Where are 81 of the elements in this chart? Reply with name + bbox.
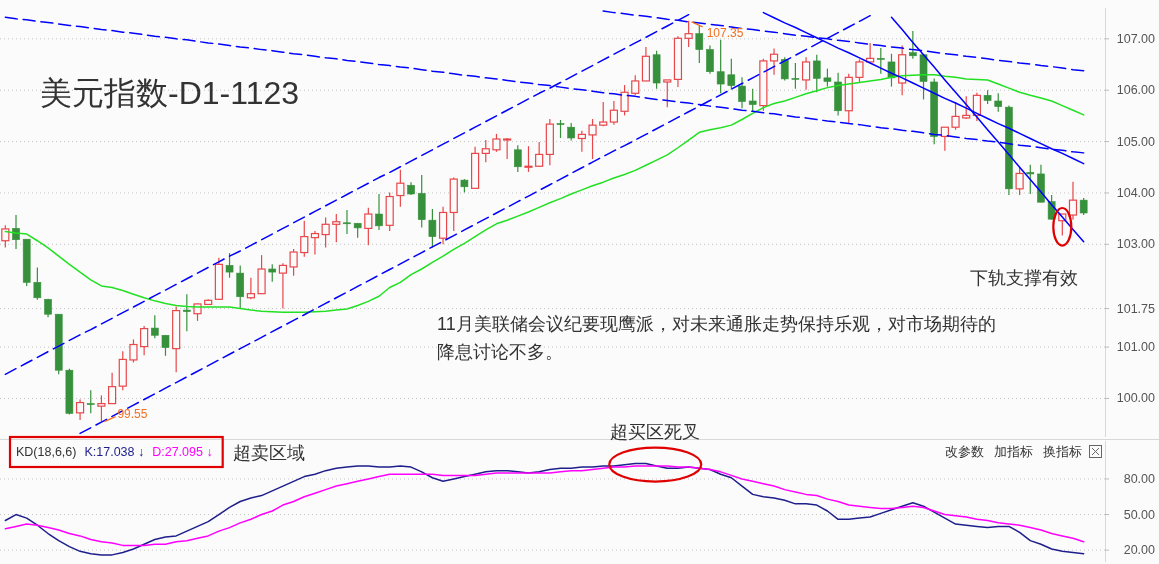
candlestick bbox=[236, 264, 245, 310]
y-tick-label: 101.75 bbox=[1116, 301, 1156, 316]
candlestick bbox=[620, 84, 629, 116]
candlestick bbox=[129, 338, 138, 364]
candlestick bbox=[577, 130, 586, 153]
candlestick bbox=[1015, 166, 1024, 196]
candlestick bbox=[855, 58, 864, 83]
candlestick bbox=[695, 24, 704, 64]
candlestick bbox=[310, 230, 320, 256]
candlestick bbox=[738, 76, 746, 109]
candlestick bbox=[332, 213, 341, 243]
annotation: 下轨支撑有效 bbox=[970, 267, 1079, 288]
candlestick bbox=[909, 30, 917, 60]
text: K:17.038 ↓ bbox=[84, 445, 145, 459]
y-tick-label: 80.00 bbox=[1123, 471, 1156, 486]
candlestick bbox=[684, 20, 693, 48]
candlestick bbox=[246, 277, 255, 300]
candlestick bbox=[140, 325, 149, 356]
candlestick bbox=[962, 95, 971, 120]
text: D:27.095 ↓ bbox=[152, 445, 213, 459]
candlestick bbox=[151, 314, 159, 339]
y-tick-label: 100.00 bbox=[1116, 391, 1156, 406]
candlestick bbox=[748, 88, 757, 112]
y-tick-label: 103.00 bbox=[1116, 237, 1156, 252]
candlestick bbox=[225, 252, 234, 279]
candlestick bbox=[951, 101, 960, 131]
candlestick bbox=[300, 220, 309, 258]
candlestick bbox=[97, 394, 106, 423]
candlestick bbox=[877, 47, 885, 75]
candlestick bbox=[75, 398, 85, 421]
candlestick bbox=[1, 224, 10, 249]
candlestick bbox=[716, 39, 725, 94]
candlestick bbox=[524, 145, 533, 173]
candlestick bbox=[375, 193, 383, 231]
y-tick-label: 20.00 bbox=[1123, 543, 1156, 558]
candlestick bbox=[994, 92, 1003, 113]
candlestick bbox=[1068, 181, 1078, 221]
candlestick bbox=[535, 141, 544, 168]
candlestick bbox=[278, 262, 288, 310]
y-tick-label: 104.00 bbox=[1116, 185, 1156, 200]
candlestick bbox=[481, 139, 490, 163]
y-tick-label: 101.00 bbox=[1116, 340, 1156, 355]
candlestick bbox=[33, 266, 42, 301]
y-tick-label: 107.00 bbox=[1116, 31, 1156, 46]
candlestick bbox=[86, 389, 95, 414]
annotation: 超卖区域 bbox=[232, 443, 305, 463]
candlestick bbox=[609, 100, 618, 126]
candlestick bbox=[12, 214, 20, 250]
candlestick bbox=[801, 56, 811, 91]
candlestick bbox=[108, 372, 117, 405]
annotation: 11月美联储会议纪要现鹰派，对未来通胀走势保持乐观，对市场期待的降息讨论不多。 bbox=[437, 314, 996, 362]
candlestick bbox=[727, 58, 736, 91]
candlestick bbox=[289, 248, 298, 277]
candlestick bbox=[631, 74, 640, 96]
candlestick bbox=[791, 62, 800, 90]
candlestick bbox=[812, 54, 821, 93]
text: 美元指数-D1-1123 bbox=[40, 75, 300, 111]
candlestick bbox=[706, 44, 714, 75]
candlestick bbox=[183, 293, 191, 332]
candlestick bbox=[663, 79, 672, 108]
annotation: 超买区死叉 bbox=[610, 421, 701, 442]
candlestick bbox=[769, 47, 779, 76]
y-tick-label: 50.00 bbox=[1123, 507, 1156, 522]
candlestick bbox=[514, 144, 522, 173]
candlestick bbox=[161, 334, 170, 357]
candlestick bbox=[588, 118, 597, 160]
candlestick bbox=[428, 208, 437, 249]
y-tick-label: 105.00 bbox=[1116, 134, 1156, 149]
annotation: 改参数 bbox=[945, 445, 984, 459]
candlestick bbox=[599, 101, 608, 127]
candlestick bbox=[343, 209, 351, 235]
candlestick bbox=[364, 207, 373, 246]
candlestick bbox=[396, 169, 405, 208]
candlestick bbox=[321, 217, 330, 249]
annotation: 107.35 bbox=[706, 25, 744, 40]
annotation: 换指标 bbox=[1043, 445, 1082, 459]
annotation: 99.55 bbox=[117, 406, 148, 421]
y-tick-label: 106.00 bbox=[1116, 83, 1156, 98]
candlestick bbox=[1026, 164, 1035, 195]
annotation: 加指标 bbox=[994, 445, 1033, 459]
legend-title: KD(18,6,6) bbox=[16, 445, 77, 459]
